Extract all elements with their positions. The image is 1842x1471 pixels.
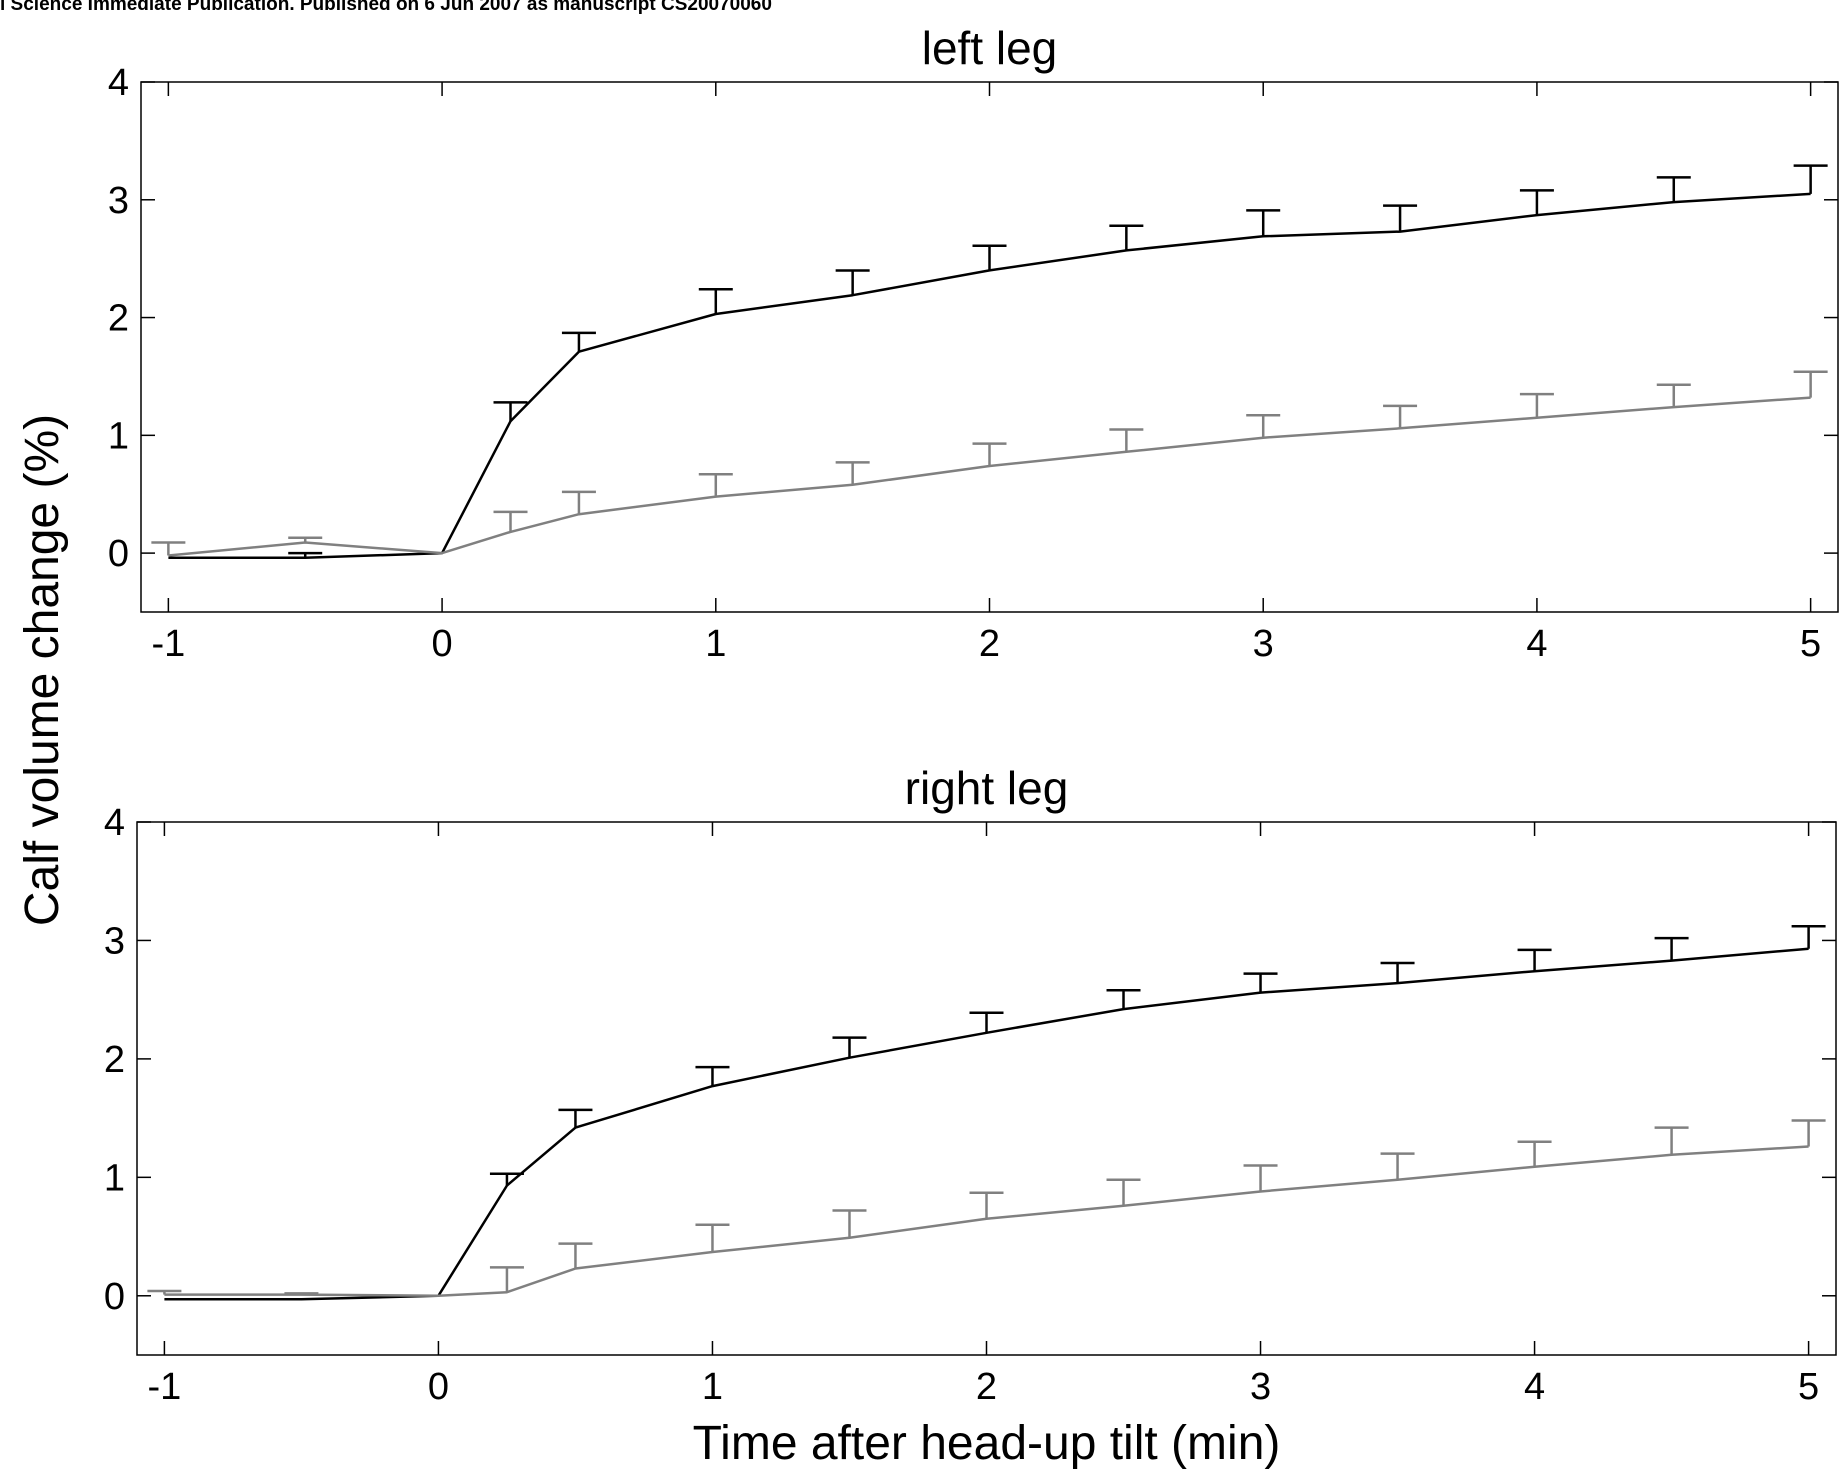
series-1 bbox=[147, 1119, 1826, 1298]
series-1 bbox=[151, 370, 1828, 557]
series-line bbox=[168, 396, 1811, 557]
y-tick-label: 0 bbox=[108, 533, 129, 575]
x-tick-label: 5 bbox=[1798, 1366, 1819, 1408]
y-tick-label: 4 bbox=[108, 62, 129, 104]
x-axis-label: Time after head-up tilt (min) bbox=[693, 1417, 1281, 1470]
chart-title: left leg bbox=[922, 22, 1058, 74]
x-tick-label: 4 bbox=[1524, 1366, 1545, 1408]
x-tick-label: -1 bbox=[151, 623, 185, 665]
x-tick-label: 1 bbox=[705, 623, 726, 665]
x-tick-label: 4 bbox=[1526, 623, 1547, 665]
series-0 bbox=[164, 924, 1826, 1301]
x-tick-label: 2 bbox=[976, 1366, 997, 1408]
series-line bbox=[164, 947, 1809, 1301]
x-tick-label: 0 bbox=[432, 623, 453, 665]
y-tick-label: 3 bbox=[108, 180, 129, 222]
y-tick-label: 1 bbox=[108, 415, 129, 457]
x-tick-label: 3 bbox=[1250, 1366, 1271, 1408]
plot-frame bbox=[140, 81, 1839, 613]
panel-right-leg: right leg -1 0 1 2 3 4 5 0 1 2 3 4 Time after head-up… bbox=[104, 762, 1837, 1470]
x-tick-label: 3 bbox=[1253, 623, 1274, 665]
series-line bbox=[164, 1145, 1809, 1298]
series-0 bbox=[168, 164, 1828, 560]
plot-frame bbox=[136, 821, 1837, 1356]
x-tick-label: 0 bbox=[428, 1366, 449, 1408]
x-tick-label: 2 bbox=[979, 623, 1000, 665]
series-line bbox=[168, 192, 1811, 560]
manuscript-header: l Science Immediate Publication. Publish… bbox=[0, 0, 772, 15]
x-tick-label: 1 bbox=[702, 1366, 723, 1408]
x-tick-label: -1 bbox=[148, 1366, 182, 1408]
panel-left-leg: left leg -1 0 1 2 3 4 5 0 1 2 3 4 bbox=[108, 22, 1839, 665]
y-tick-label: 4 bbox=[104, 802, 125, 844]
y-tick-label: 3 bbox=[104, 920, 125, 962]
y-axis-label: Calf volume change (%) bbox=[16, 414, 69, 926]
chart-title: right leg bbox=[905, 762, 1069, 814]
y-tick-label: 2 bbox=[108, 298, 129, 340]
y-tick-label: 0 bbox=[104, 1276, 125, 1318]
y-tick-label: 1 bbox=[104, 1157, 125, 1199]
y-tick-label: 2 bbox=[104, 1039, 125, 1081]
x-tick-label: 5 bbox=[1800, 623, 1821, 665]
